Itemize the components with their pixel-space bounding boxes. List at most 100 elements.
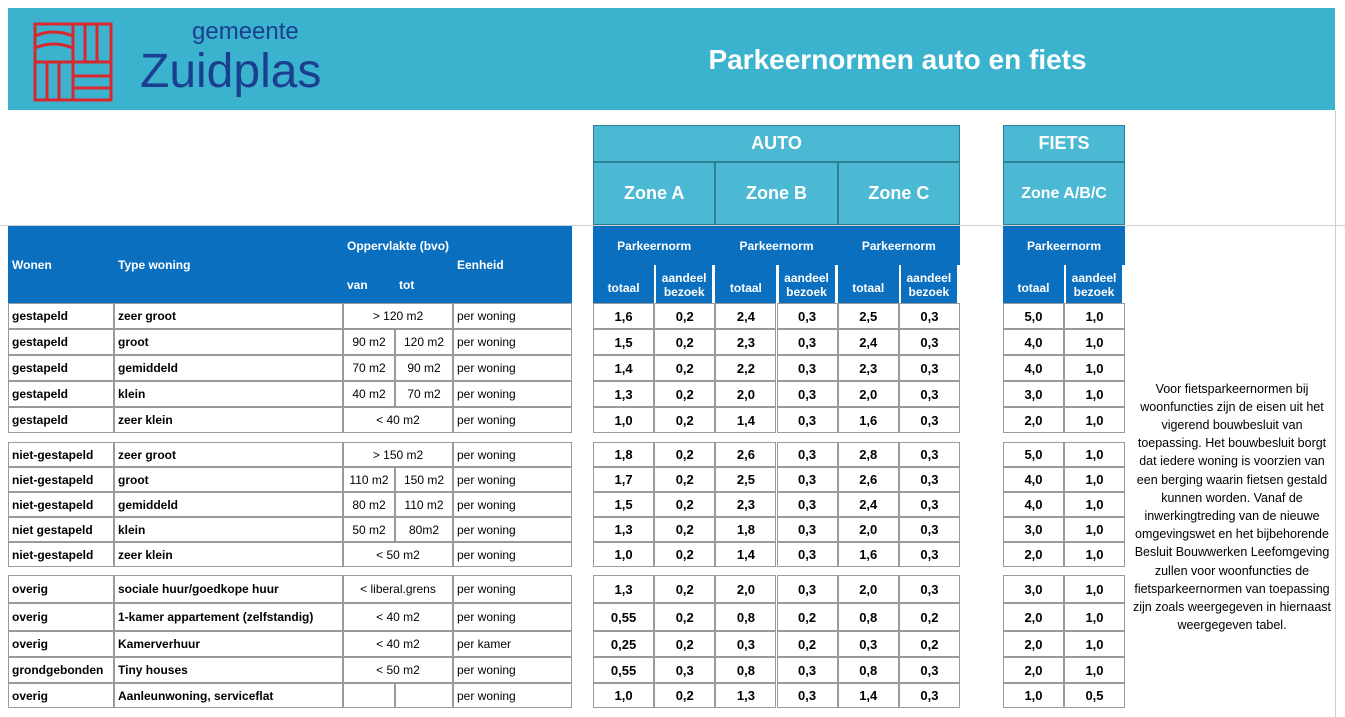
norm-cell: 0,2 [898, 603, 960, 631]
eenheid-cell: per woning [453, 657, 572, 683]
norm-cell: 0,2 [654, 492, 716, 517]
norm-cell: 1,0 [593, 542, 655, 567]
eenheid-cell: per woning [453, 407, 572, 433]
eenheid-cell: per woning [453, 683, 572, 708]
norm-cell: 2,3 [837, 355, 899, 381]
column-header: Wonen [8, 226, 114, 304]
wonen-cell: gestapeld [8, 329, 114, 355]
norm-cell: 2,0 [1003, 407, 1064, 433]
norm-cell: 0,3 [898, 381, 960, 407]
norm-cell: 1,0 [1064, 603, 1125, 631]
eenheid-cell: per woning [453, 603, 572, 631]
zone-header: Zone A/B/C [1003, 162, 1125, 225]
norm-cell: 1,8 [593, 442, 655, 467]
norm-cell: 4,0 [1003, 467, 1064, 492]
norm-cell: 0,2 [654, 329, 716, 355]
norm-cell: 1,0 [1064, 329, 1125, 355]
norm-cell: 2,3 [715, 329, 777, 355]
type-cell: zeer groot [114, 442, 343, 467]
norm-cell: 1,0 [1064, 631, 1125, 657]
type-cell: zeer groot [114, 303, 343, 329]
norm-cell: 0,5 [1064, 683, 1125, 708]
norm-cell: 2,0 [1003, 657, 1064, 683]
oppervlakte-cell: < 40 m2 [343, 603, 453, 631]
logo-icon [33, 22, 113, 102]
norm-cell: 2,8 [837, 442, 899, 467]
norm-cell: 0,2 [898, 631, 960, 657]
eenheid-cell: per woning [453, 329, 572, 355]
norm-cell: 0,8 [837, 603, 899, 631]
norm-cell: 0,2 [654, 575, 716, 603]
van-cell: 90 m2 [343, 329, 395, 355]
norm-cell: 2,5 [837, 303, 899, 329]
norm-cell: 0,3 [776, 303, 838, 329]
norm-cell: 0,2 [654, 381, 716, 407]
column-header: van [343, 265, 395, 304]
norm-cell: 4,0 [1003, 329, 1064, 355]
norm-cell: 2,4 [715, 303, 777, 329]
norm-cell: 3,0 [1003, 517, 1064, 542]
wonen-cell: niet-gestapeld [8, 492, 114, 517]
norm-cell: 1,0 [593, 407, 655, 433]
norm-cell: 2,0 [1003, 603, 1064, 631]
norm-cell: 0,2 [654, 517, 716, 542]
norm-cell: 0,3 [898, 575, 960, 603]
norm-cell: 1,6 [593, 303, 655, 329]
page-title: Parkeernormen auto en fiets [708, 44, 1087, 75]
type-cell: klein [114, 381, 343, 407]
norm-cell: 1,0 [1064, 303, 1125, 329]
norm-cell: 2,3 [715, 492, 777, 517]
norm-cell: 1,6 [837, 407, 899, 433]
van-cell: 50 m2 [343, 517, 395, 542]
type-cell: Kamerverhuur [114, 631, 343, 657]
norm-cell: 2,0 [715, 575, 777, 603]
tot-cell: 150 m2 [395, 467, 453, 492]
oppervlakte-cell: > 150 m2 [343, 442, 453, 467]
norm-cell: 0,3 [776, 657, 838, 683]
wonen-cell: overig [8, 631, 114, 657]
column-header: totaal [715, 265, 777, 304]
norm-cell: 0,3 [898, 517, 960, 542]
norm-cell: 0,55 [593, 603, 655, 631]
tot-cell: 70 m2 [395, 381, 453, 407]
norm-cell: 2,4 [837, 492, 899, 517]
norm-cell: 1,0 [1064, 575, 1125, 603]
norm-cell: 0,2 [654, 442, 716, 467]
norm-cell: 0,2 [654, 631, 716, 657]
eenheid-cell: per woning [453, 575, 572, 603]
norm-cell: 0,3 [898, 407, 960, 433]
norm-cell: 0,3 [898, 329, 960, 355]
tot-cell: 120 m2 [395, 329, 453, 355]
eenheid-cell: per woning [453, 467, 572, 492]
tot-cell [395, 683, 453, 708]
norm-cell: 1,0 [593, 683, 655, 708]
eenheid-cell: per kamer [453, 631, 572, 657]
norm-cell: 2,0 [1003, 542, 1064, 567]
type-cell: zeer klein [114, 542, 343, 567]
norm-cell: 1,3 [593, 517, 655, 542]
wonen-cell: overig [8, 603, 114, 631]
column-header: aandeel bezoek [900, 265, 957, 304]
norm-cell: 1,0 [1064, 657, 1125, 683]
eenheid-cell: per woning [453, 303, 572, 329]
norm-cell: 0,8 [837, 657, 899, 683]
column-header: Oppervlakte (bvo) [343, 226, 453, 265]
norm-cell: 1,0 [1064, 355, 1125, 381]
norm-cell: 0,8 [715, 657, 777, 683]
norm-cell: 0,3 [898, 303, 960, 329]
norm-cell: 4,0 [1003, 492, 1064, 517]
van-cell: 40 m2 [343, 381, 395, 407]
norm-cell: 1,0 [1064, 407, 1125, 433]
wonen-cell: overig [8, 575, 114, 603]
norm-cell: 0,3 [776, 492, 838, 517]
norm-cell: 1,3 [715, 683, 777, 708]
norm-cell: 3,0 [1003, 575, 1064, 603]
norm-cell: 2,0 [837, 517, 899, 542]
norm-cell: 0,3 [776, 381, 838, 407]
norm-cell: 0,2 [654, 355, 716, 381]
norm-cell: 0,3 [898, 657, 960, 683]
norm-cell: 1,0 [1064, 467, 1125, 492]
norm-cell: 0,3 [776, 575, 838, 603]
norm-cell: 0,3 [898, 683, 960, 708]
norm-cell: 2,0 [837, 575, 899, 603]
